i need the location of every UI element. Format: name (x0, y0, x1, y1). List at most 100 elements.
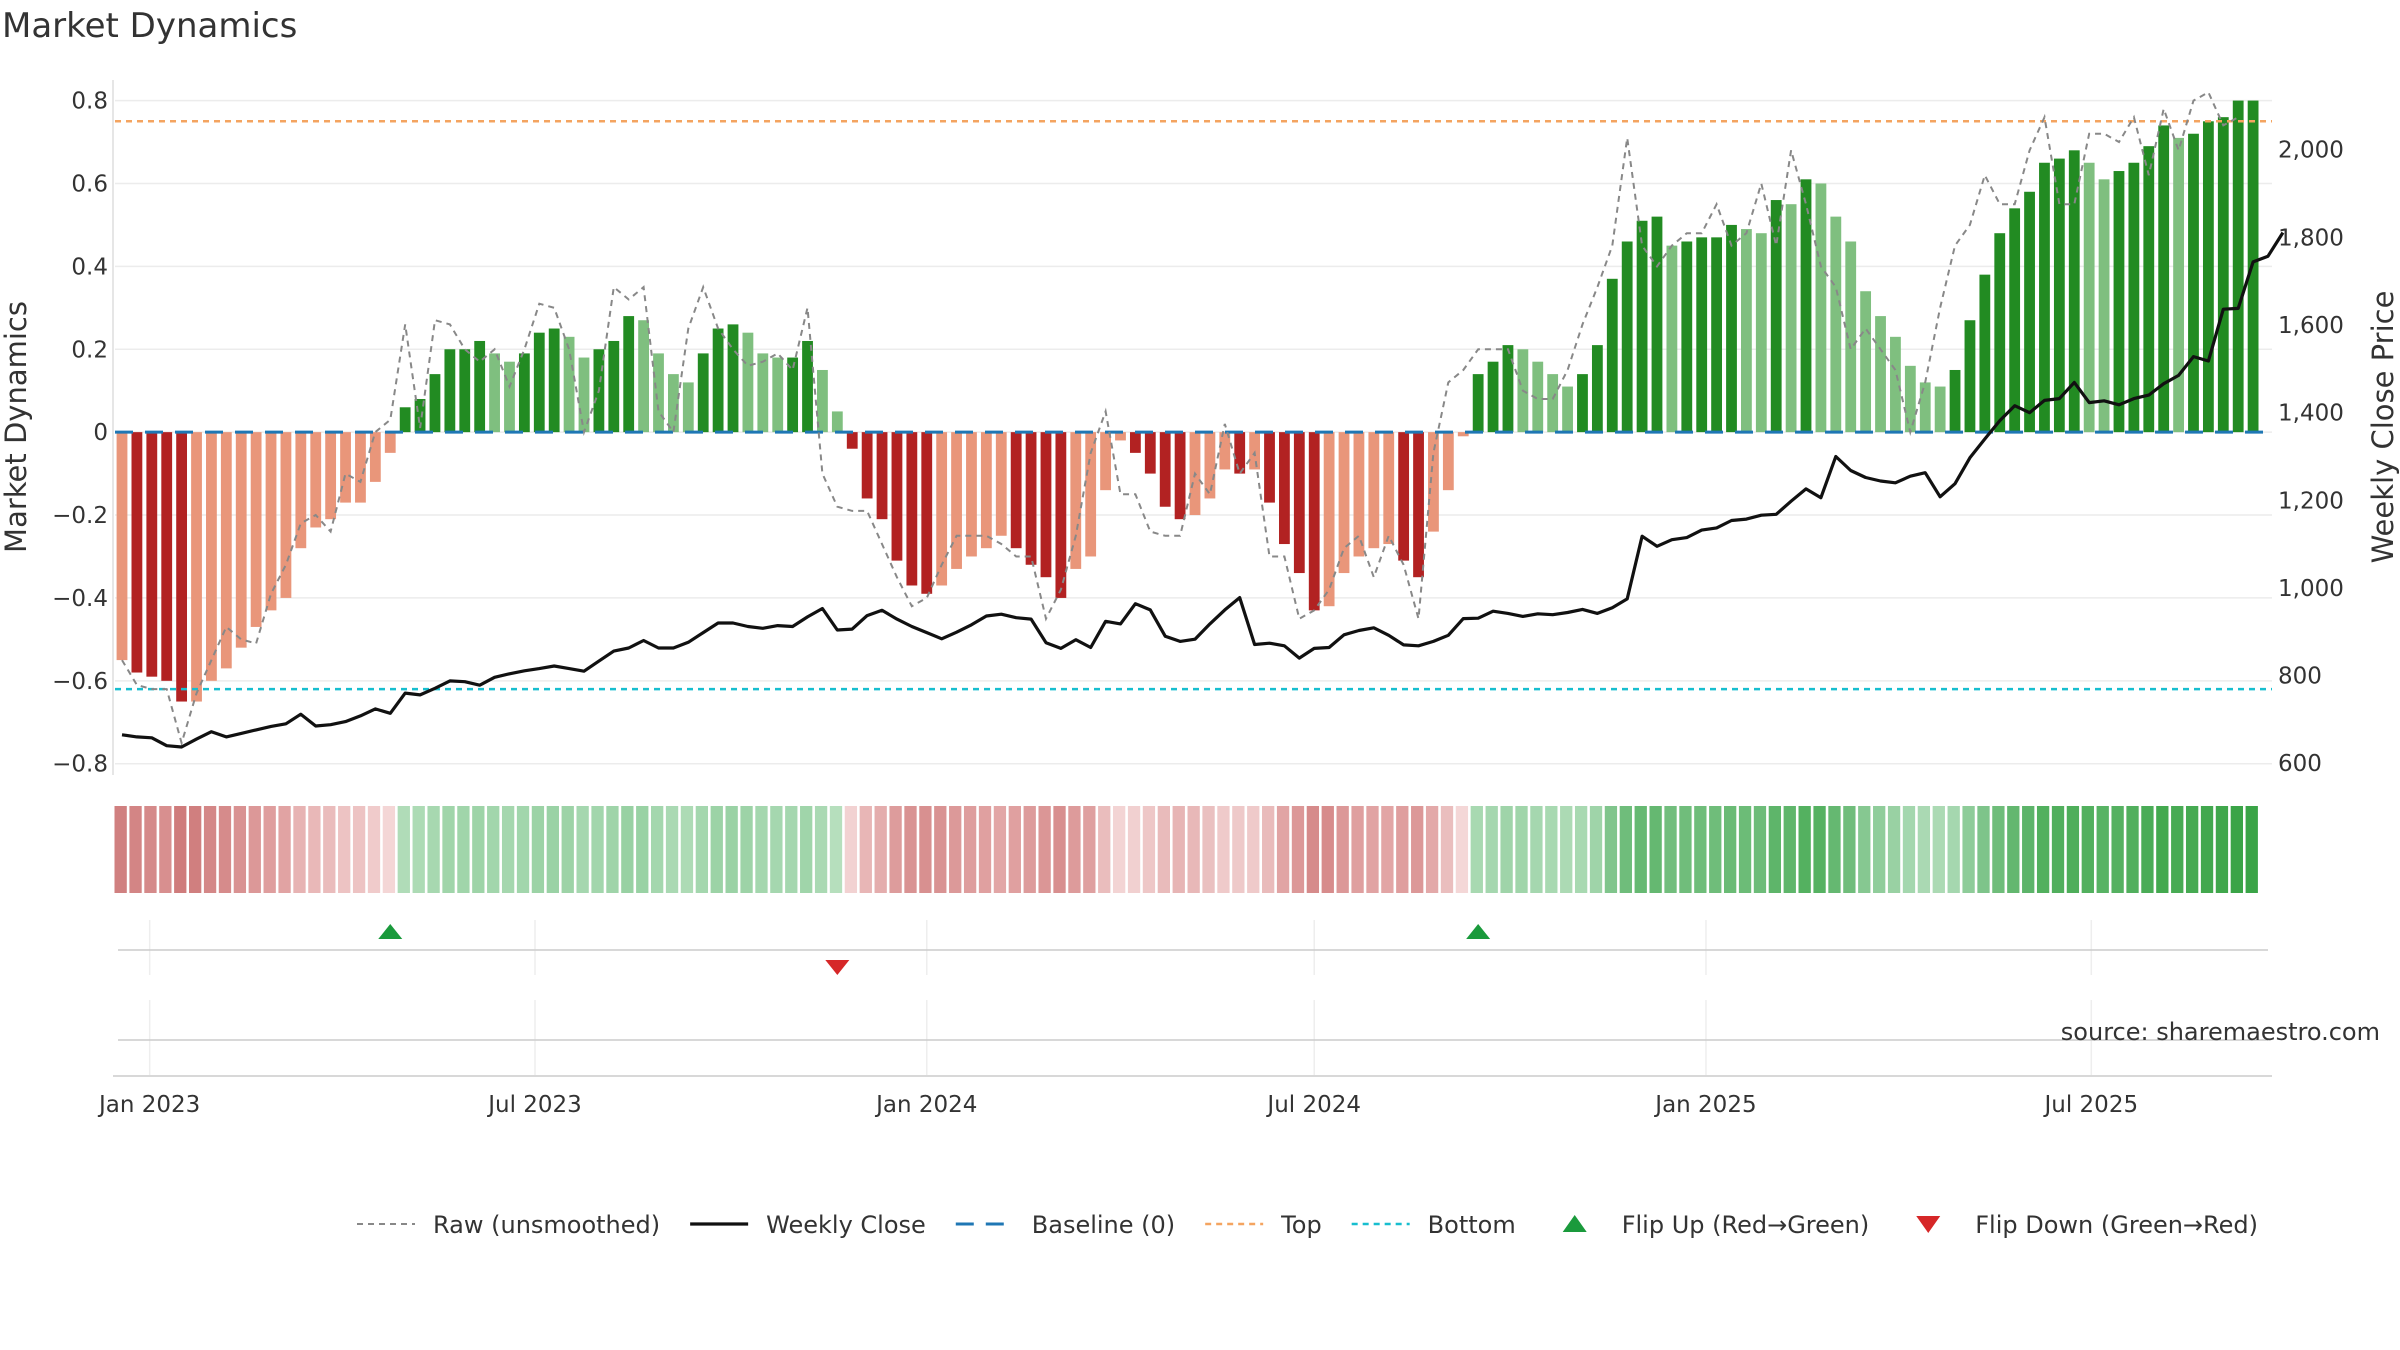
regime-cell (293, 806, 306, 893)
dynamics-bar (1457, 432, 1469, 437)
regime-cell (1202, 806, 1215, 893)
regime-cell (1962, 806, 1975, 893)
dynamics-bar (1308, 432, 1320, 611)
legend-item-flipdown: Flip Down (Green→Red) (1916, 1211, 2258, 1239)
regime-cell (934, 806, 947, 893)
dynamics-bar (2128, 162, 2140, 433)
regime-cell (1425, 806, 1439, 893)
dynamics-bar (474, 340, 486, 433)
regime-cell (1470, 806, 1483, 893)
regime-cell (2141, 806, 2154, 893)
regime-cell (993, 806, 1007, 893)
dynamics-bar (2188, 133, 2199, 433)
regime-cell (472, 806, 485, 893)
regime-cell (352, 806, 366, 893)
regime-cell (1545, 806, 1558, 893)
regime-cell (1306, 806, 1320, 893)
dynamics-bar (161, 432, 173, 681)
legend-label: Flip Down (Green→Red) (1975, 1211, 2258, 1239)
dynamics-bar (1323, 432, 1335, 607)
regime-cell (1485, 806, 1498, 893)
dynamics-bar (1428, 432, 1439, 532)
dynamics-bar (206, 432, 217, 681)
dynamics-bar (1726, 224, 1737, 433)
dynamics-bar (861, 432, 873, 499)
dynamics-bar (444, 349, 456, 433)
dynamics-bar (1845, 241, 1857, 433)
dynamics-bar (1085, 432, 1097, 557)
dynamics-bar (1979, 274, 1991, 433)
regime-cell (1217, 806, 1230, 893)
dynamics-bar (1398, 432, 1410, 561)
regime-cell (2111, 806, 2124, 893)
dynamics-bar (1934, 386, 1946, 433)
dynamics-bar (1144, 432, 1156, 474)
regime-cell (1753, 806, 1767, 893)
regime-cell (1187, 806, 1200, 893)
regime-cell (501, 806, 515, 893)
regime-cell (770, 806, 783, 893)
regime-cell (412, 806, 425, 893)
legend-item-close: Weekly Close (690, 1211, 926, 1239)
regime-cell (710, 806, 723, 893)
regime-cell (159, 806, 172, 893)
y2-tick-label: 1,400 (2278, 401, 2344, 427)
regime-cell (1172, 806, 1185, 893)
regime-cell (1396, 806, 1409, 893)
dynamics-bar (2039, 162, 2050, 433)
regime-cell (233, 806, 247, 893)
dynamics-bar (1860, 291, 1872, 433)
weekly-close-line (121, 231, 2285, 749)
regime-cell (1098, 806, 1111, 893)
dynamics-bar (2024, 191, 2035, 433)
regime-cell (978, 806, 992, 893)
dynamics-bar (936, 432, 948, 586)
dynamics-bar (787, 357, 799, 433)
regime-cell (1440, 806, 1454, 893)
regime-cell (1112, 806, 1126, 893)
dynamics-bar (1413, 432, 1424, 578)
dynamics-bar (1621, 241, 1633, 433)
x-tick-label: Jan 2024 (874, 1092, 977, 1118)
regime-cell (1351, 806, 1364, 893)
regime-cell (1515, 806, 1528, 893)
legend-item-top: Top (1205, 1211, 1322, 1239)
dynamics-bar (1368, 432, 1380, 549)
dynamics-bar (742, 332, 754, 433)
dynamics-bar (2158, 125, 2170, 433)
dynamics-bar (504, 361, 515, 433)
dynamics-bar (682, 382, 694, 433)
regime-cell (263, 806, 276, 893)
regime-cell (874, 806, 887, 893)
regime-cell (1932, 806, 1945, 893)
regime-cell (1291, 806, 1305, 893)
source-label: source: sharemaestro.com (2061, 1018, 2380, 1046)
dynamics-bar (2232, 100, 2244, 433)
dynamics-bar (1785, 204, 1797, 433)
dynamics-bar (1264, 432, 1275, 503)
regime-cell (2096, 806, 2109, 893)
dynamics-bar (1115, 432, 1126, 441)
dynamics-bar (1100, 432, 1111, 491)
y2-tick-label: 800 (2278, 664, 2322, 690)
flip-up-marker (378, 924, 403, 939)
dynamics-bar (1129, 432, 1141, 453)
dynamics-bar (1830, 216, 1842, 433)
dynamics-bar (712, 328, 724, 433)
regime-cell (1321, 806, 1334, 893)
dynamics-bar (817, 369, 828, 433)
regime-cell (1068, 806, 1081, 893)
dynamics-bar (966, 432, 977, 557)
regime-cell (1038, 806, 1051, 893)
dynamics-bar (1741, 229, 1752, 433)
dynamics-bar (1338, 432, 1350, 574)
y-tick-label: −0.8 (52, 752, 108, 778)
dynamics-bar (399, 407, 411, 433)
dynamics-bar (1070, 432, 1082, 569)
dynamics-bars (116, 100, 2259, 702)
legend-item-flipup: Flip Up (Red→Green) (1562, 1211, 1869, 1239)
regime-band (114, 806, 2258, 893)
legend-item-raw: Raw (unsmoothed) (357, 1211, 660, 1239)
dynamics-bar (2217, 117, 2229, 433)
